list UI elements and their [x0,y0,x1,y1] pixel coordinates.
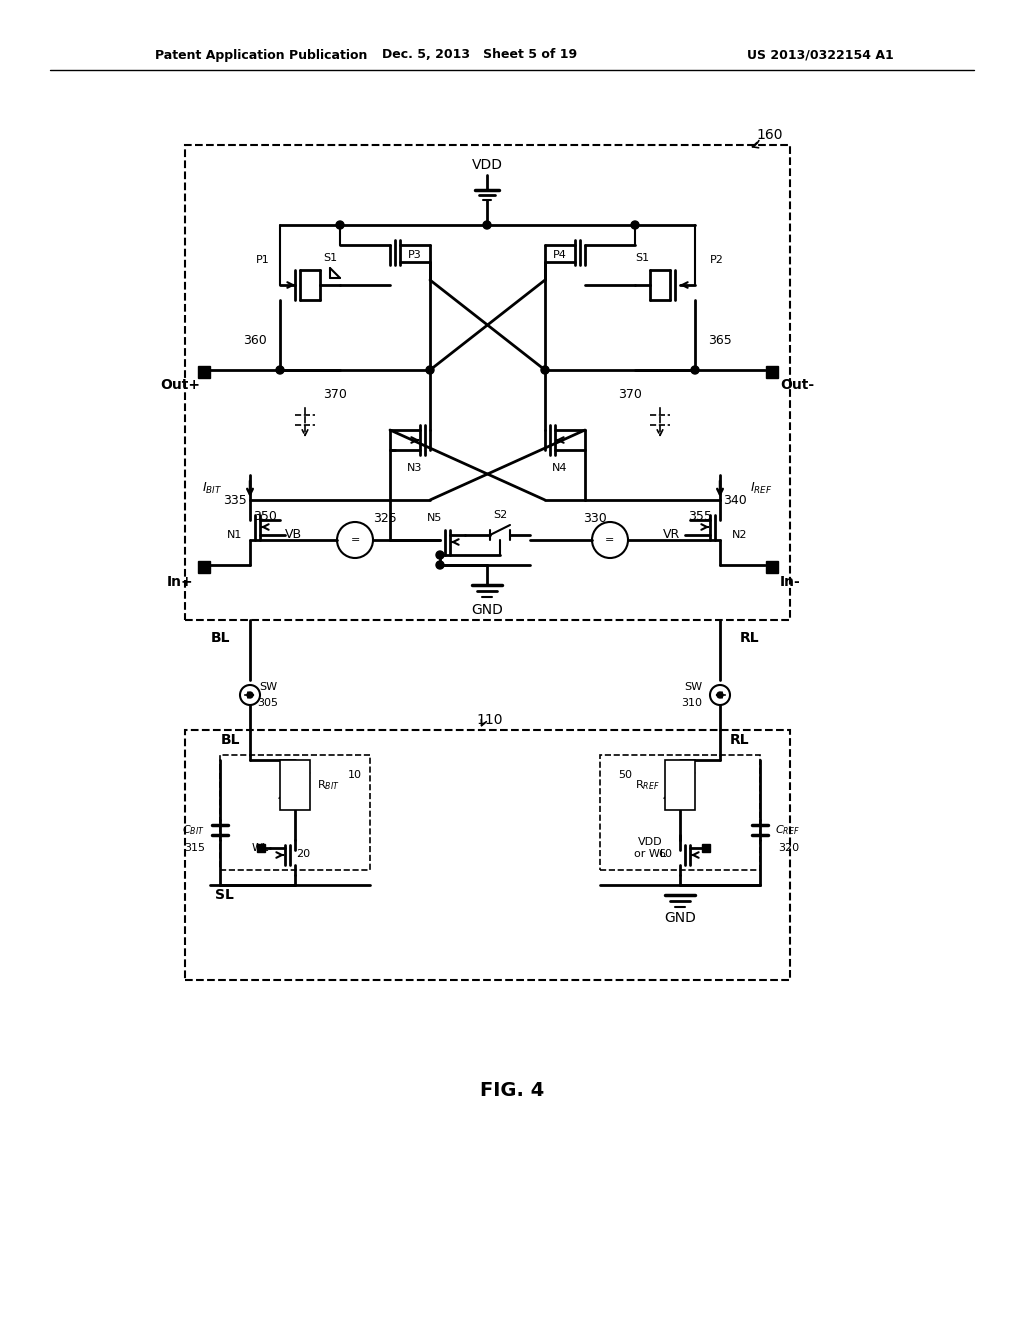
Circle shape [247,692,253,698]
Text: N1: N1 [227,531,243,540]
Text: 370: 370 [323,388,347,401]
Text: VR: VR [663,528,680,541]
Text: 320: 320 [778,843,799,853]
Bar [702,843,710,851]
Text: RL: RL [730,733,750,747]
Text: FIG. 4: FIG. 4 [480,1081,544,1100]
Text: 355: 355 [688,511,712,524]
Text: N3: N3 [408,463,423,473]
Text: In-: In- [780,576,801,589]
Text: P1: P1 [256,255,270,265]
Text: 70: 70 [673,783,687,793]
Text: SW: SW [684,682,702,692]
Text: 10: 10 [348,770,362,780]
Text: GND: GND [471,603,503,616]
Circle shape [436,561,444,569]
Text: 50: 50 [618,770,632,780]
Text: $I_{BIT}$: $I_{BIT}$ [202,480,222,495]
Text: VDD: VDD [471,158,503,172]
Text: 160: 160 [757,128,783,143]
Text: 350: 350 [253,511,276,524]
Text: 370: 370 [618,388,642,401]
Text: N4: N4 [552,463,567,473]
Text: R$_{BIT}$: R$_{BIT}$ [317,777,340,792]
Bar [198,366,210,378]
Text: RL: RL [740,631,760,645]
Text: BL: BL [211,631,230,645]
Circle shape [631,220,639,228]
Text: 60: 60 [658,849,672,859]
Text: VDD
or WL: VDD or WL [634,837,666,859]
Bar [766,561,778,573]
Text: 305: 305 [257,698,279,708]
Text: S1: S1 [635,253,649,263]
Text: 325: 325 [373,511,397,524]
Text: 365: 365 [709,334,732,346]
Text: P4: P4 [553,249,567,260]
Text: 315: 315 [184,843,205,853]
Text: $C_{REF}$: $C_{REF}$ [775,824,800,837]
Text: $C_{BIT}$: $C_{BIT}$ [182,824,205,837]
Text: $I_{REF}$: $I_{REF}$ [750,480,772,495]
Text: 330: 330 [583,511,607,524]
Text: P3: P3 [409,249,422,260]
Text: SL: SL [215,888,233,902]
Bar [280,760,310,810]
Circle shape [276,366,284,374]
Text: In+: In+ [166,576,193,589]
Text: S1: S1 [323,253,337,263]
Text: =: = [605,535,614,545]
Text: 20: 20 [296,849,310,859]
Text: BL: BL [220,733,240,747]
Text: WL: WL [251,843,268,853]
Text: VB: VB [285,528,302,541]
Text: Out-: Out- [780,378,814,392]
Circle shape [426,366,434,374]
Circle shape [483,220,490,228]
Text: =: = [350,535,359,545]
Circle shape [541,366,549,374]
Text: S2: S2 [493,510,507,520]
Bar [257,843,265,851]
Text: Patent Application Publication: Patent Application Publication [155,49,368,62]
Bar [766,366,778,378]
Text: 340: 340 [723,494,746,507]
Bar [665,760,695,810]
Circle shape [717,692,723,698]
Text: SW: SW [259,682,278,692]
Text: 30: 30 [288,783,302,793]
Circle shape [691,366,699,374]
Text: 335: 335 [223,494,247,507]
Circle shape [436,550,444,558]
Text: US 2013/0322154 A1: US 2013/0322154 A1 [746,49,893,62]
Text: 110: 110 [477,713,503,727]
Circle shape [336,220,344,228]
Text: R$_{REF}$: R$_{REF}$ [635,777,659,792]
Text: 310: 310 [681,698,702,708]
Text: Dec. 5, 2013   Sheet 5 of 19: Dec. 5, 2013 Sheet 5 of 19 [382,49,578,62]
Bar [198,561,210,573]
Text: N5: N5 [427,513,442,523]
Text: 360: 360 [243,334,267,346]
Text: GND: GND [664,911,696,925]
Text: N2: N2 [732,531,748,540]
Text: Out+: Out+ [160,378,200,392]
Text: P2: P2 [710,255,724,265]
